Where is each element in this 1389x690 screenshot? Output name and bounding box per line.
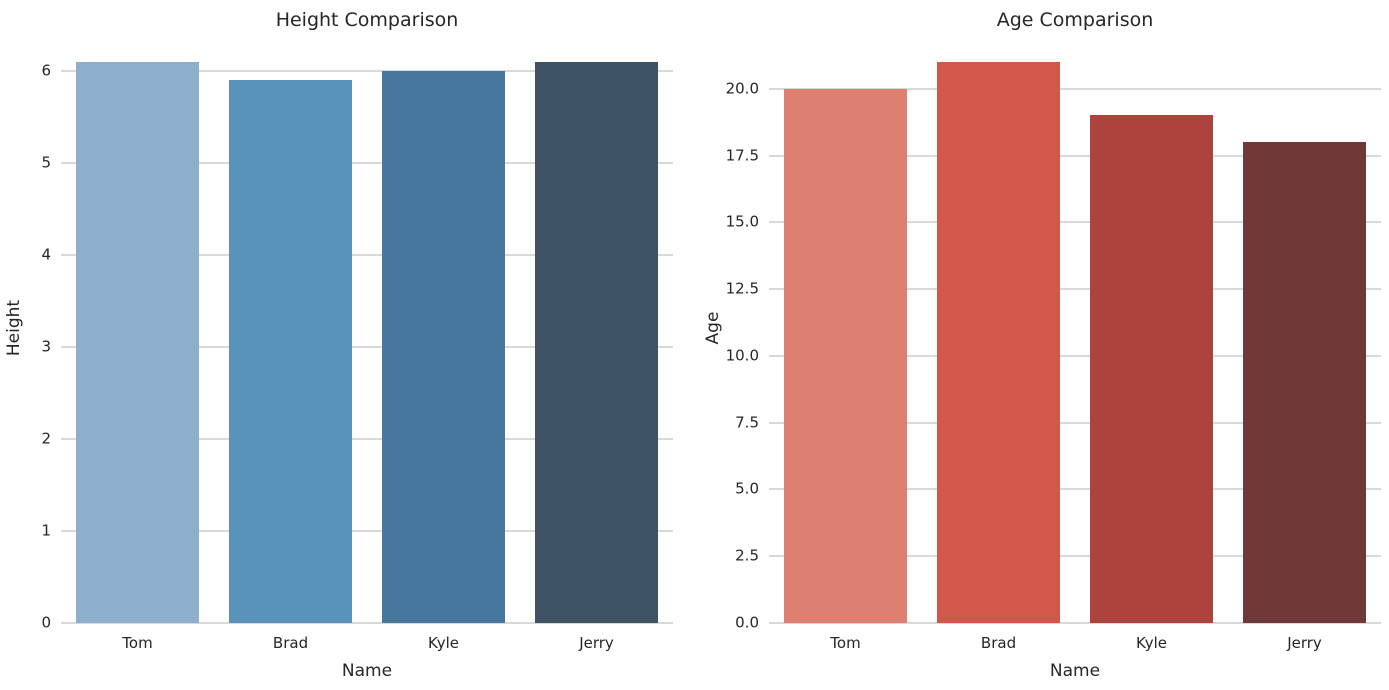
y-tick-label: 3 xyxy=(41,337,51,356)
y-tick-label: 5.0 xyxy=(735,479,759,498)
x-tick-label-tom: Tom xyxy=(122,634,153,652)
gridline xyxy=(61,437,673,440)
x-axis-label: Name xyxy=(1049,661,1101,681)
gridline xyxy=(769,488,1381,491)
y-tick-label: 20.0 xyxy=(725,79,759,98)
y-tick-label: 4 xyxy=(41,245,51,264)
y-tick-label: 0 xyxy=(41,613,51,632)
age-chart-panel: Age Comparison Age 0.0 2.5 5.0 7.5 10.0 12.5 1… xyxy=(694,0,1389,690)
bar-kyle xyxy=(382,70,505,623)
y-tick-label: 2.5 xyxy=(735,546,759,565)
x-tick-label-jerry: Jerry xyxy=(1287,634,1322,652)
x-tick-labels: Tom Brad Kyle Jerry xyxy=(61,634,673,654)
y-tick-labels: 0 1 2 3 4 5 6 xyxy=(0,34,51,630)
gridline xyxy=(61,161,673,164)
gridline xyxy=(61,529,673,532)
bar-kyle xyxy=(1090,115,1213,623)
gridline xyxy=(769,555,1381,558)
gridline xyxy=(769,288,1381,291)
bar-jerry xyxy=(1243,142,1366,623)
y-tick-label: 5 xyxy=(41,153,51,172)
y-tick-label: 2 xyxy=(41,429,51,448)
x-tick-label-brad: Brad xyxy=(272,634,309,652)
y-tick-label: 15.0 xyxy=(725,212,759,231)
gridline xyxy=(769,421,1381,424)
y-tick-labels: 0.0 2.5 5.0 7.5 10.0 12.5 15.0 17.5 20.0 xyxy=(694,34,759,630)
gridline xyxy=(769,221,1381,224)
x-tick-label-brad: Brad xyxy=(980,634,1017,652)
bar-tom xyxy=(784,88,907,623)
gridline xyxy=(769,622,1381,624)
x-tick-label-jerry: Jerry xyxy=(579,634,614,652)
x-axis-label: Name xyxy=(341,661,393,681)
gridline xyxy=(61,253,673,256)
x-tick-labels: Tom Brad Kyle Jerry xyxy=(769,634,1381,654)
gridline xyxy=(61,622,673,624)
gridline xyxy=(769,87,1381,90)
chart-title: Height Comparison xyxy=(275,9,459,31)
y-tick-label: 6 xyxy=(41,61,51,80)
gridline xyxy=(769,154,1381,157)
y-tick-label: 12.5 xyxy=(725,279,759,298)
bar-brad xyxy=(937,62,1060,623)
x-tick-label-kyle: Kyle xyxy=(427,634,460,652)
plot-area xyxy=(61,34,673,624)
bar-tom xyxy=(76,61,199,623)
y-tick-label: 0.0 xyxy=(735,613,759,632)
x-tick-label-tom: Tom xyxy=(830,634,861,652)
bar-jerry xyxy=(535,61,658,623)
y-tick-label: 17.5 xyxy=(725,146,759,165)
plot-area xyxy=(769,34,1381,624)
gridline xyxy=(61,69,673,72)
y-tick-label: 1 xyxy=(41,521,51,540)
bar-brad xyxy=(229,80,352,623)
y-tick-label: 7.5 xyxy=(735,413,759,432)
chart-title: Age Comparison xyxy=(996,9,1154,31)
gridline xyxy=(61,345,673,348)
gridline xyxy=(769,354,1381,357)
x-tick-label-kyle: Kyle xyxy=(1135,634,1168,652)
y-tick-label: 10.0 xyxy=(725,346,759,365)
